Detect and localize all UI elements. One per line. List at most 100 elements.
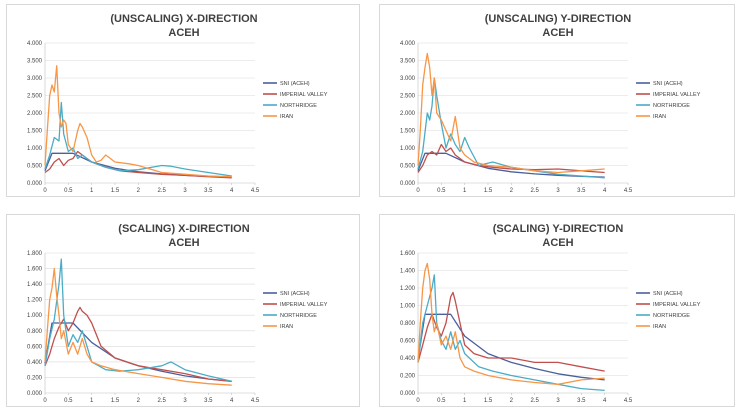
x-tick-label: 2.5 (530, 188, 539, 194)
x-tick-label: 4 (603, 188, 607, 194)
series-line-imperial-valley (417, 291, 605, 372)
x-tick-label: 3.5 (204, 188, 213, 194)
chart-title: (UNSCALING) Y-DIRECTION (485, 13, 632, 25)
y-tick-label: 0.800 (400, 321, 416, 327)
x-tick-label: 2.5 (530, 398, 539, 404)
y-tick-label: 1.200 (400, 286, 416, 292)
x-tick-label: 1.5 (484, 188, 493, 194)
series-line-imperial-valley (44, 306, 232, 382)
x-tick-label: 1 (463, 398, 467, 404)
legend-label: NORTHRIDGE (280, 103, 317, 109)
y-tick-label: 0.600 (400, 339, 416, 345)
y-tick-label: 3.500 (400, 59, 416, 65)
series-line-northridge (44, 258, 232, 382)
series-line-iran (417, 262, 605, 385)
series-line-northridge (44, 101, 232, 177)
legend-label: IRAN (653, 114, 666, 120)
legend-label: SNI (ACEH) (280, 291, 310, 297)
x-tick-label: 0.5 (437, 188, 446, 194)
x-tick-label: 2 (137, 398, 141, 404)
y-tick-label: 1.000 (400, 304, 416, 310)
x-tick-label: 0 (43, 188, 47, 194)
chart-subtitle: ACEH (542, 27, 573, 39)
x-tick-label: 3.5 (577, 398, 586, 404)
x-tick-label: 4.5 (624, 188, 633, 194)
y-tick-label: 0.000 (27, 391, 43, 397)
x-tick-label: 2 (137, 188, 141, 194)
x-tick-label: 1 (90, 188, 94, 194)
y-tick-label: 3.000 (27, 76, 43, 82)
x-tick-label: 1 (463, 188, 467, 194)
y-tick-label: 1.400 (400, 269, 416, 275)
x-tick-label: 0 (416, 188, 420, 194)
y-tick-label: 2.500 (400, 94, 416, 100)
y-tick-label: 0.600 (27, 344, 43, 350)
y-tick-label: 3.500 (27, 59, 43, 65)
y-tick-label: 0.500 (400, 164, 416, 170)
x-tick-label: 4 (603, 398, 607, 404)
x-tick-label: 2.5 (157, 398, 166, 404)
x-tick-label: 4 (230, 188, 234, 194)
chart-title: (SCALING) Y-DIRECTION (493, 223, 624, 235)
y-tick-label: 0.200 (400, 374, 416, 380)
chart-scaling-y: (SCALING) Y-DIRECTION ACEH 0.000 0.200 0.400… (400, 223, 701, 404)
x-tick-label: 0 (43, 398, 47, 404)
y-tick-label: 1.400 (27, 282, 43, 288)
legend-label: IMPERIAL VALLEY (280, 92, 328, 98)
x-tick-label: 4.5 (251, 398, 260, 404)
chart-scaling-x: (SCALING) X-DIRECTION ACEH 0.000 0.200 0.400… (27, 223, 328, 404)
y-tick-label: 2.000 (27, 111, 43, 117)
x-tick-label: 0 (416, 398, 420, 404)
x-tick-label: 3 (556, 188, 560, 194)
y-tick-label: 0.400 (27, 360, 43, 366)
y-tick-label: 4.000 (400, 41, 416, 47)
chart-subtitle: ACEH (168, 27, 199, 39)
legend-label: IRAN (280, 324, 293, 330)
x-tick-label: 2.5 (157, 188, 166, 194)
y-tick-label: 0.000 (27, 181, 43, 187)
y-tick-label: 0.200 (27, 375, 43, 381)
series-line-iran (44, 65, 232, 178)
y-tick-label: 1.000 (27, 146, 43, 152)
y-tick-label: 1.600 (27, 267, 43, 273)
y-tick-label: 1.800 (27, 251, 43, 257)
x-tick-label: 3 (556, 398, 560, 404)
series-line-iran (417, 52, 605, 174)
legend-label: NORTHRIDGE (280, 313, 317, 319)
chart-unscaling-y: (UNSCALING) Y-DIRECTION ACEH 0.000 0.500 1.0… (400, 13, 701, 194)
legend-label: IRAN (280, 114, 293, 120)
legend-label: IRAN (653, 324, 666, 330)
x-tick-label: 4 (230, 398, 234, 404)
y-tick-label: 1.000 (27, 313, 43, 319)
series-line-northridge (417, 77, 605, 179)
x-tick-label: 4.5 (251, 188, 260, 194)
chart-panel-scaling-x: (SCALING) X-DIRECTION ACEH 0.000 0.200 0.400… (6, 214, 360, 407)
series-line-northridge (417, 274, 605, 392)
chart-unscaling-x: (UNSCALING) X-DIRECTION ACEH 0.000 0.500 1.0… (27, 13, 328, 194)
y-tick-label: 0.400 (400, 356, 416, 362)
x-tick-label: 3.5 (577, 188, 586, 194)
x-tick-label: 2 (510, 398, 514, 404)
x-tick-label: 0.5 (64, 188, 73, 194)
chart-panel-unscaling-y: (UNSCALING) Y-DIRECTION ACEH 0.000 0.500 1.0… (379, 4, 735, 197)
x-tick-label: 2 (510, 188, 514, 194)
y-tick-label: 0.800 (27, 329, 43, 335)
series-line-iran (44, 267, 232, 386)
y-tick-label: 4.000 (27, 41, 43, 47)
x-tick-label: 4.5 (624, 398, 633, 404)
x-tick-label: 1.5 (111, 188, 120, 194)
chart-panel-unscaling-x: (UNSCALING) X-DIRECTION ACEH 0.000 0.500 1.0… (6, 4, 360, 197)
series-line-imperial-valley (417, 143, 605, 174)
y-tick-label: 0.000 (400, 181, 416, 187)
legend-label: NORTHRIDGE (653, 313, 690, 319)
y-tick-label: 1.600 (400, 251, 416, 257)
x-tick-label: 1.5 (484, 398, 493, 404)
x-tick-label: 1 (90, 398, 94, 404)
y-tick-label: 2.000 (400, 111, 416, 117)
chart-subtitle: ACEH (542, 237, 573, 249)
x-tick-label: 0.5 (437, 398, 446, 404)
series-line-imperial-valley (44, 150, 232, 179)
legend-label: SNI (ACEH) (653, 291, 683, 297)
y-tick-label: 3.000 (400, 76, 416, 82)
chart-title: (SCALING) X-DIRECTION (118, 223, 249, 235)
